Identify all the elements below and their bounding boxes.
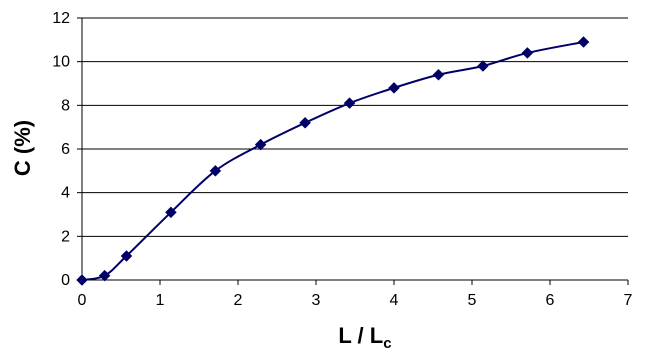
y-tick-label-2: 2 [61, 228, 70, 245]
y-tick-label-0: 0 [61, 272, 70, 289]
x-tick-labels: 0 1 2 3 4 5 6 7 [78, 292, 633, 309]
x-axis-title-subscript: c [383, 335, 391, 352]
x-tick-label-1: 1 [156, 292, 165, 309]
y-tick-label-10: 10 [52, 54, 70, 71]
data-point-6 [299, 116, 311, 129]
x-axis-title: L / Lc [338, 323, 391, 352]
y-tick-label-8: 8 [61, 97, 70, 114]
data-point-7 [343, 97, 356, 110]
y-tick-labels: 0 2 4 6 8 10 12 [52, 10, 70, 289]
series-line-0 [81, 41, 584, 281]
data-point-10 [477, 60, 489, 72]
data-point-3 [165, 206, 177, 219]
data-point-4 [209, 164, 222, 177]
x-tick-label-7: 7 [624, 292, 633, 309]
x-tick-label-3: 3 [312, 292, 321, 309]
series-layer [76, 36, 590, 286]
data-point-9 [432, 68, 445, 81]
data-point-0 [76, 274, 88, 286]
x-tick-label-2: 2 [234, 292, 243, 309]
y-tick-label-4: 4 [61, 185, 70, 202]
x-tick-label-4: 4 [390, 292, 399, 309]
x-tick-label-0: 0 [78, 292, 87, 309]
data-point-11 [521, 47, 534, 59]
y-axis-title: C (%) [10, 120, 35, 176]
x-tick-label-6: 6 [546, 292, 555, 309]
data-point-12 [577, 36, 590, 48]
data-point-5 [254, 138, 267, 151]
x-axis-title-main: L / L [338, 323, 383, 348]
grid-lines [82, 17, 628, 237]
data-point-8 [388, 82, 400, 94]
data-point-1 [98, 269, 111, 282]
y-tick-label-12: 12 [52, 10, 70, 27]
data-point-2 [120, 250, 133, 262]
y-tick-label-6: 6 [61, 141, 70, 158]
axes [77, 17, 629, 285]
x-tick-label-5: 5 [468, 292, 477, 309]
